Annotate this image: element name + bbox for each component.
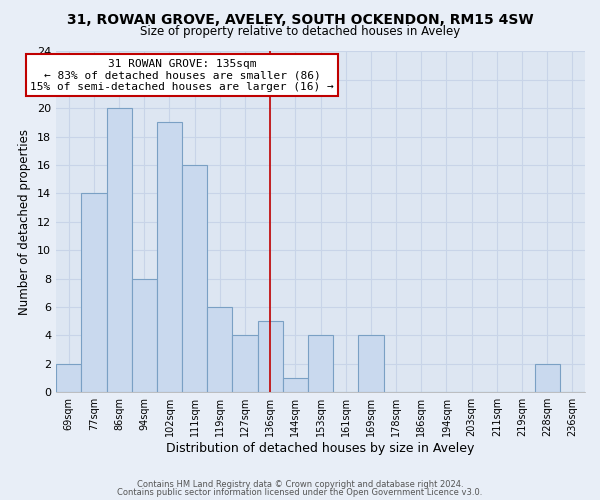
Bar: [132, 278, 157, 392]
Bar: [257, 321, 283, 392]
Text: Contains public sector information licensed under the Open Government Licence v3: Contains public sector information licen…: [118, 488, 482, 497]
Bar: [535, 364, 560, 392]
Bar: [358, 336, 383, 392]
Bar: [308, 336, 333, 392]
Text: 31, ROWAN GROVE, AVELEY, SOUTH OCKENDON, RM15 4SW: 31, ROWAN GROVE, AVELEY, SOUTH OCKENDON,…: [67, 12, 533, 26]
Y-axis label: Number of detached properties: Number of detached properties: [19, 129, 31, 315]
Bar: [182, 165, 207, 392]
Bar: [283, 378, 308, 392]
Bar: [157, 122, 182, 392]
Bar: [56, 364, 82, 392]
Bar: [107, 108, 132, 392]
X-axis label: Distribution of detached houses by size in Aveley: Distribution of detached houses by size …: [166, 442, 475, 455]
Bar: [232, 336, 257, 392]
Text: Contains HM Land Registry data © Crown copyright and database right 2024.: Contains HM Land Registry data © Crown c…: [137, 480, 463, 489]
Text: 31 ROWAN GROVE: 135sqm
← 83% of detached houses are smaller (86)
15% of semi-det: 31 ROWAN GROVE: 135sqm ← 83% of detached…: [30, 58, 334, 92]
Bar: [82, 194, 107, 392]
Bar: [207, 307, 232, 392]
Text: Size of property relative to detached houses in Aveley: Size of property relative to detached ho…: [140, 25, 460, 38]
